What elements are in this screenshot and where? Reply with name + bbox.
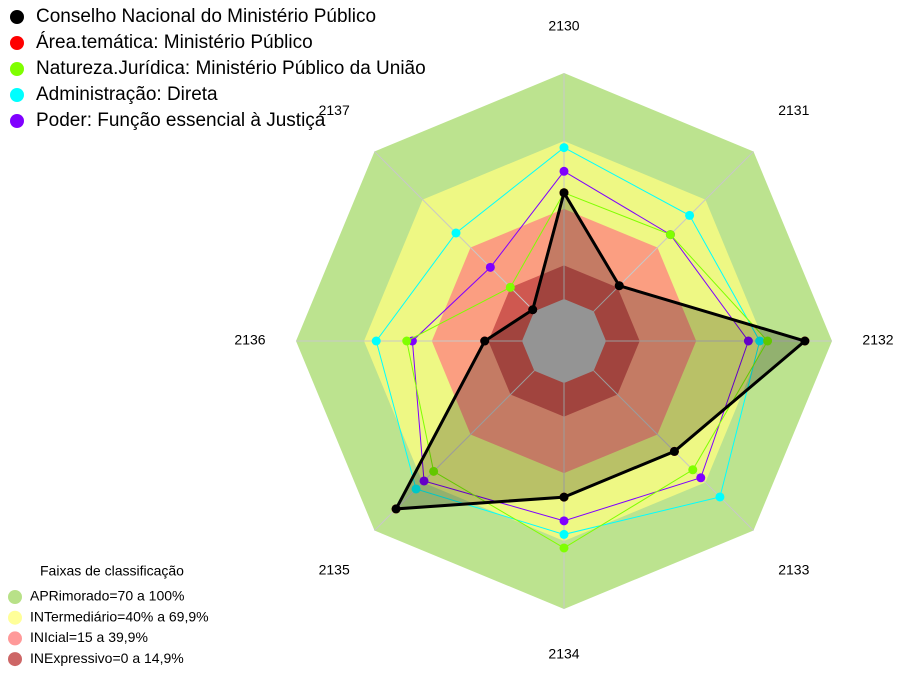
band-legend-label: INIcial=15 a 39,9%: [30, 629, 148, 645]
series-point: [485, 262, 495, 272]
legend-label: Poder: Função essencial à Justiça: [36, 110, 326, 131]
series-point: [559, 516, 569, 526]
series-point: [528, 305, 538, 315]
axis-spoke: [374, 370, 535, 531]
axis-label: 2134: [548, 646, 579, 662]
series-point: [451, 228, 461, 238]
series-point: [429, 466, 439, 476]
band-legend-label: INExpressivo=0 a 14,9%: [30, 650, 184, 666]
series-point: [391, 504, 401, 514]
legend-marker: [10, 62, 24, 76]
series-point: [755, 336, 765, 346]
series-point: [411, 484, 421, 494]
series-point: [559, 166, 569, 176]
legend-label: Administração: Direta: [36, 84, 218, 105]
center-hole: [522, 299, 606, 383]
series-point: [559, 188, 569, 198]
series-point: [559, 143, 569, 153]
legend-label: Área.temática: Ministério Público: [36, 32, 313, 53]
legend-marker: [10, 114, 24, 128]
legend-marker: [10, 88, 24, 102]
axis-label: 2135: [319, 562, 350, 578]
band-legend-marker: [8, 631, 22, 646]
series-point: [505, 282, 515, 292]
series-point: [402, 336, 412, 346]
legend-marker: [10, 10, 24, 24]
series-point: [669, 446, 679, 456]
series-point: [614, 281, 624, 291]
axis-label: 2130: [548, 18, 579, 34]
axis-label: 2132: [862, 332, 893, 348]
band-legend-marker: [8, 590, 22, 604]
series-point: [559, 543, 569, 553]
series-point: [688, 465, 698, 475]
band-legend-title: Faixas de classificação: [40, 563, 184, 579]
axis-label: 2137: [319, 102, 350, 118]
band-legend-marker: [8, 652, 22, 667]
axis-label: 2131: [778, 102, 809, 118]
series-point: [685, 210, 695, 220]
legend-label: Conselho Nacional do Ministério Público: [36, 6, 376, 27]
band-legend-marker: [8, 610, 22, 625]
series-point: [419, 476, 429, 486]
axis-label: 2133: [778, 562, 809, 578]
series-point: [371, 336, 381, 346]
axis-label: 2136: [234, 332, 265, 348]
band-legend-label: INTermediário=40% a 69,9%: [30, 608, 209, 624]
series-point: [480, 336, 490, 346]
series-point: [800, 336, 810, 346]
legend-marker: [10, 36, 24, 50]
series-point: [715, 492, 725, 502]
series-point: [763, 336, 773, 346]
band-legend-label: APRimorado=70 a 100%: [30, 588, 185, 604]
series-point: [559, 529, 569, 539]
series-point: [743, 336, 753, 346]
series-point: [559, 492, 569, 502]
series-point: [696, 473, 706, 483]
series-point: [665, 230, 675, 240]
legend-label: Natureza.Jurídica: Ministério Público da…: [36, 58, 426, 79]
